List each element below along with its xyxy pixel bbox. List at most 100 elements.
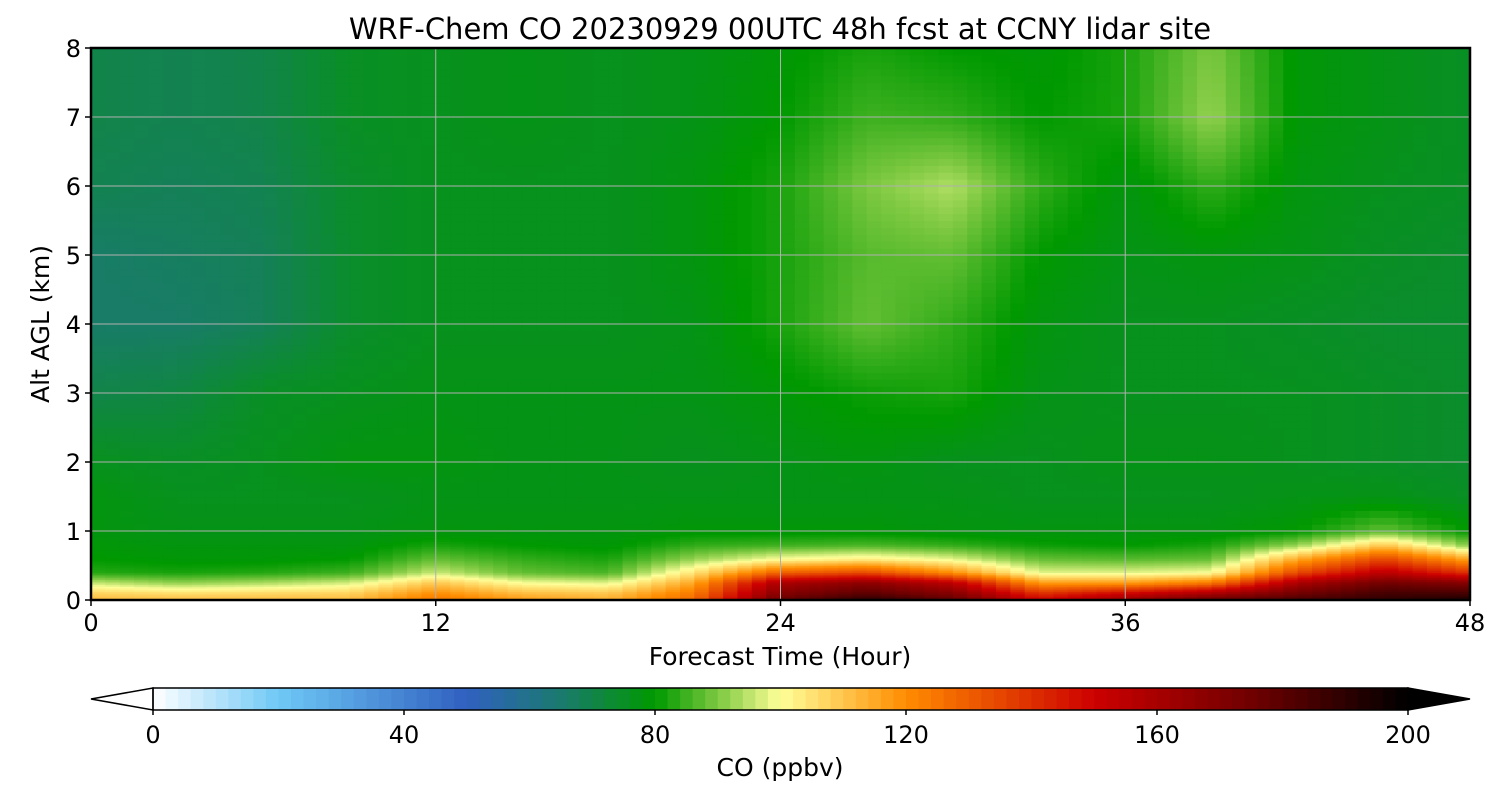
heatmap-cell xyxy=(1268,482,1284,491)
heatmap-cell xyxy=(1139,555,1155,558)
heatmap-cell xyxy=(220,589,236,592)
heatmap-cell xyxy=(723,568,738,572)
heatmap-cell xyxy=(1153,546,1169,549)
heatmap-cell xyxy=(378,553,394,556)
heatmap-cell xyxy=(148,510,164,518)
heatmap-cell xyxy=(1125,455,1141,463)
heatmap-cell xyxy=(593,553,609,556)
heatmap-cell xyxy=(1096,577,1112,580)
heatmap-cell xyxy=(1125,579,1141,582)
heatmap-cell xyxy=(105,579,121,582)
heatmap-cell xyxy=(1039,539,1055,542)
heatmap-cell xyxy=(1369,503,1385,511)
heatmap-cell xyxy=(1197,510,1213,518)
heatmap-cell xyxy=(536,524,552,532)
heatmap-cell xyxy=(249,462,264,470)
heatmap-cell xyxy=(837,594,853,598)
heatmap-cell xyxy=(1340,531,1356,534)
heatmap-cell xyxy=(924,586,940,589)
heatmap-cell xyxy=(1067,537,1083,541)
heatmap-cell xyxy=(277,546,293,549)
heatmap-cell xyxy=(521,558,537,561)
heatmap-cell xyxy=(679,556,695,560)
heatmap-cell xyxy=(105,577,121,580)
heatmap-cell xyxy=(780,575,796,579)
heatmap-cell xyxy=(837,577,853,580)
heatmap-cell xyxy=(392,468,408,477)
heatmap-cell xyxy=(651,587,667,591)
heatmap-cell xyxy=(1398,574,1414,577)
heatmap-cell xyxy=(708,539,724,542)
heatmap-cell xyxy=(1024,575,1040,579)
heatmap-cell xyxy=(249,568,264,572)
heatmap-cell xyxy=(651,536,667,539)
heatmap-cell xyxy=(981,496,997,504)
heatmap-cell xyxy=(981,455,997,463)
heatmap-cell xyxy=(1268,496,1284,504)
heatmap-cell xyxy=(392,462,408,470)
heatmap-cell xyxy=(593,586,609,589)
heatmap-cell xyxy=(622,560,638,563)
heatmap-cell xyxy=(651,510,667,518)
heatmap-cell xyxy=(723,510,738,518)
heatmap-cell xyxy=(1139,587,1155,591)
heatmap-cell xyxy=(651,541,667,544)
heatmap-cell xyxy=(579,586,595,589)
heatmap-cell xyxy=(378,482,394,491)
heatmap-cell xyxy=(493,536,509,539)
heatmap-cell xyxy=(550,581,566,584)
heatmap-cell xyxy=(694,586,710,589)
heatmap-cell xyxy=(1326,532,1342,536)
heatmap-cell xyxy=(407,510,422,518)
heatmap-cell xyxy=(1426,574,1442,577)
heatmap-cell xyxy=(119,555,135,558)
heatmap-cell xyxy=(1153,558,1169,561)
heatmap-cell xyxy=(809,556,825,560)
heatmap-cell xyxy=(924,546,940,549)
heatmap-cell xyxy=(421,503,437,511)
heatmap-cell xyxy=(1110,532,1126,536)
heatmap-cell xyxy=(320,586,336,589)
heatmap-cell xyxy=(1182,596,1198,599)
heatmap-cell xyxy=(91,536,106,539)
heatmap-cell xyxy=(435,510,451,518)
heatmap-cell xyxy=(1254,448,1270,456)
heatmap-cell xyxy=(148,462,164,470)
heatmap-cell xyxy=(924,593,940,596)
heatmap-cell xyxy=(1211,543,1227,546)
heatmap-cell xyxy=(1340,593,1356,596)
heatmap-cell xyxy=(809,544,825,548)
heatmap-cell xyxy=(1326,539,1342,542)
heatmap-cell xyxy=(1326,536,1342,539)
heatmap-cell xyxy=(909,548,925,551)
heatmap-cell xyxy=(521,489,537,498)
heatmap-cell xyxy=(895,475,911,484)
heatmap-cell xyxy=(521,567,537,570)
heatmap-cell xyxy=(837,482,853,491)
heatmap-cell xyxy=(407,577,422,580)
heatmap-cell xyxy=(924,587,940,591)
heatmap-cell xyxy=(1240,532,1256,536)
heatmap-cell xyxy=(1355,574,1371,577)
heatmap-cell xyxy=(134,582,150,586)
heatmap-cell xyxy=(593,596,609,599)
heatmap-cell xyxy=(938,572,954,575)
heatmap-cell xyxy=(1067,570,1083,573)
heatmap-cell xyxy=(1254,534,1270,537)
heatmap-cell xyxy=(249,565,264,568)
heatmap-cell xyxy=(335,475,351,484)
heatmap-cell xyxy=(1096,584,1112,587)
heatmap-cell xyxy=(1039,532,1055,536)
heatmap-cell xyxy=(450,589,466,592)
heatmap-cell xyxy=(995,482,1011,491)
heatmap-cell xyxy=(306,448,322,456)
heatmap-cell xyxy=(809,565,825,568)
heatmap-cell xyxy=(737,568,753,572)
heatmap-cell xyxy=(794,517,810,525)
heatmap-cell xyxy=(349,537,365,541)
heatmap-cell xyxy=(392,591,408,594)
heatmap-cell xyxy=(162,586,178,589)
heatmap-cell xyxy=(1311,562,1327,565)
heatmap-cell xyxy=(1082,544,1098,548)
heatmap-cell xyxy=(1398,548,1414,551)
